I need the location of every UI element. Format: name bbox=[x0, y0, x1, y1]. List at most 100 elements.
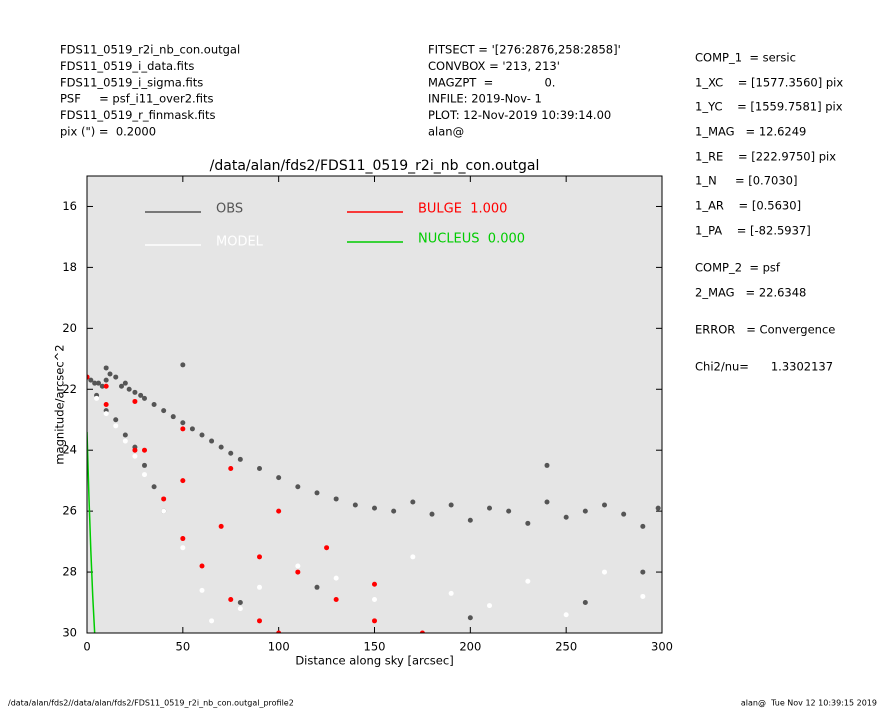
data-point bbox=[170, 414, 176, 420]
data-point bbox=[295, 569, 301, 575]
x-tick-label: 100 bbox=[268, 640, 290, 654]
y-tick-label: 28 bbox=[62, 565, 77, 579]
data-point bbox=[276, 630, 282, 633]
data-point bbox=[448, 590, 454, 596]
data-point bbox=[295, 484, 301, 490]
data-point bbox=[218, 444, 224, 450]
parameter-line: 2_MAG = 22.6348 bbox=[695, 286, 806, 300]
footer-left: /data/alan/fds2//data/alan/fds2/FDS11_05… bbox=[8, 699, 294, 708]
y-tick-label: 24 bbox=[62, 443, 77, 457]
x-tick-label: 50 bbox=[176, 640, 191, 654]
data-point bbox=[506, 508, 512, 514]
legend-label: NUCLEUS 0.000 bbox=[418, 232, 525, 247]
data-point bbox=[640, 523, 646, 529]
x-tick-label: 200 bbox=[459, 640, 481, 654]
data-point bbox=[333, 496, 339, 502]
parameter-line: 1_PA = [-82.5937] bbox=[695, 224, 811, 238]
data-point bbox=[132, 398, 138, 404]
data-point bbox=[314, 490, 320, 496]
header-line: FDS11_0519_i_sigma.fits bbox=[60, 75, 203, 89]
data-point bbox=[276, 475, 282, 481]
data-point bbox=[113, 423, 119, 429]
data-point bbox=[180, 362, 186, 368]
data-point bbox=[333, 596, 339, 602]
y-tick-label: 30 bbox=[62, 626, 77, 640]
x-tick-label: 150 bbox=[364, 640, 386, 654]
data-point bbox=[410, 554, 416, 560]
data-point bbox=[113, 417, 119, 423]
plot-marks bbox=[87, 362, 661, 633]
data-point bbox=[189, 426, 195, 432]
data-point bbox=[391, 508, 397, 514]
x-axis-label: Distance along sky [arcsec] bbox=[295, 654, 453, 668]
data-point bbox=[602, 569, 607, 575]
parameter-line: COMP_1 = sersic bbox=[695, 51, 796, 65]
data-point bbox=[103, 411, 109, 417]
data-point bbox=[333, 575, 339, 581]
data-point bbox=[199, 587, 205, 593]
data-point bbox=[640, 593, 646, 599]
data-point bbox=[103, 402, 109, 407]
y-tick-label: 18 bbox=[62, 260, 77, 274]
data-point bbox=[180, 420, 186, 426]
data-point bbox=[429, 511, 435, 517]
legend-label: MODEL bbox=[216, 235, 264, 250]
data-point bbox=[103, 377, 109, 383]
data-point bbox=[419, 630, 425, 633]
header-line: PSF = psf_i11_over2.fits bbox=[60, 92, 213, 106]
data-point bbox=[621, 511, 627, 517]
data-point bbox=[228, 596, 234, 602]
data-point bbox=[107, 371, 113, 377]
parameter-line: COMP_2 = psf bbox=[695, 261, 781, 275]
header-line: pix (") = 0.2000 bbox=[60, 125, 156, 139]
data-point bbox=[372, 618, 377, 624]
header-line: FDS11_0519_r_finmask.fits bbox=[60, 108, 215, 122]
data-point bbox=[563, 514, 569, 520]
profile-line bbox=[87, 431, 96, 633]
data-point bbox=[525, 520, 531, 526]
y-axis-label: magnitude/arcsec^2 bbox=[53, 344, 67, 464]
data-point bbox=[228, 450, 234, 456]
data-point bbox=[113, 374, 119, 380]
y-tick-label: 20 bbox=[62, 321, 77, 335]
data-point bbox=[199, 432, 205, 438]
parameter-line: 1_N = [0.7030] bbox=[695, 174, 797, 188]
data-point bbox=[372, 581, 377, 587]
legend-label: OBS bbox=[216, 202, 243, 217]
data-point bbox=[655, 505, 661, 511]
data-point bbox=[237, 456, 243, 462]
plot-frame bbox=[86, 175, 663, 634]
parameter-line: 1_MAG = 12.6249 bbox=[695, 125, 806, 139]
data-point bbox=[563, 612, 569, 618]
plot-background bbox=[87, 176, 662, 633]
data-point bbox=[92, 380, 98, 386]
data-point bbox=[132, 453, 138, 459]
data-point bbox=[544, 499, 550, 505]
data-point bbox=[126, 386, 132, 392]
data-point bbox=[228, 465, 234, 471]
data-point bbox=[257, 618, 262, 624]
data-point bbox=[525, 578, 531, 584]
header-line: FDS11_0519_r2i_nb_con.outgal bbox=[60, 43, 240, 57]
data-point bbox=[180, 545, 186, 551]
parameter-line: Chi2/nu= 1.3302137 bbox=[695, 360, 833, 374]
data-point bbox=[324, 545, 330, 551]
footer-right: alan@ Tue Nov 12 10:39:15 2019 bbox=[741, 699, 877, 708]
data-point bbox=[582, 600, 588, 606]
chart-title: /data/alan/fds2/FDS11_0519_r2i_nb_con.ou… bbox=[210, 158, 540, 174]
data-point bbox=[199, 563, 205, 569]
data-point bbox=[94, 395, 100, 401]
data-point bbox=[372, 596, 377, 602]
header-line: FITSECT = '[276:2876,258:2858]' bbox=[428, 43, 621, 57]
data-point bbox=[103, 365, 109, 371]
data-point bbox=[276, 508, 282, 514]
data-point bbox=[161, 508, 167, 514]
data-point bbox=[209, 618, 215, 624]
data-point bbox=[487, 505, 492, 511]
data-point bbox=[151, 484, 157, 490]
data-point bbox=[119, 383, 124, 389]
data-point bbox=[487, 603, 492, 609]
header-line: alan@ bbox=[428, 125, 464, 139]
data-point bbox=[96, 380, 101, 386]
header-line: INFILE: 2019-Nov- 1 bbox=[428, 92, 542, 106]
